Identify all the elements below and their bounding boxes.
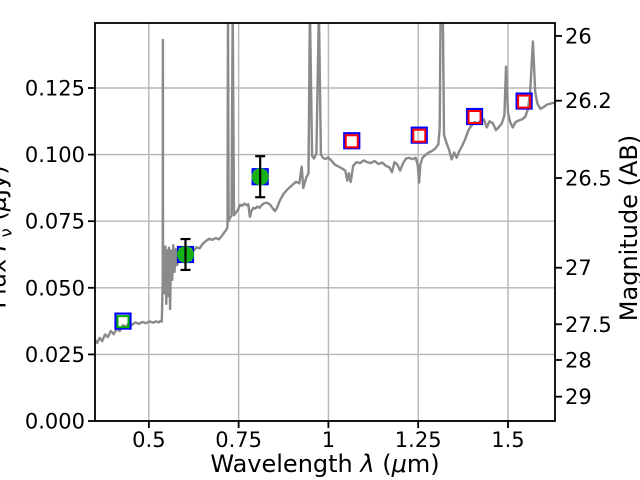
- blue-square-marker: [114, 312, 132, 330]
- y-tick-label-left: 0.100: [25, 143, 85, 167]
- x-tick-label: 1: [322, 428, 335, 452]
- magnitude-tick-label: 26.2: [565, 89, 612, 113]
- x-tick-label: 1.25: [395, 428, 442, 452]
- magnitude-tick-label: 27.5: [565, 313, 612, 337]
- y-tick-label-left: 0.050: [25, 276, 85, 300]
- magnitude-tick-label: 28: [565, 348, 592, 372]
- x-tick-label: 0.5: [132, 428, 165, 452]
- x-tick-label: 0.75: [215, 428, 262, 452]
- y-tick-label-left: 0.025: [25, 343, 85, 367]
- spectrum-line: [95, 23, 555, 345]
- red-square-marker: [467, 110, 482, 125]
- y-axis-title-right: Magnitude (AB): [614, 134, 640, 322]
- red-square-marker: [344, 134, 359, 149]
- magnitude-tick-label: 27: [565, 256, 592, 280]
- magnitude-tick-label: 29: [565, 385, 592, 409]
- y-tick-label-left: 0.075: [25, 210, 85, 234]
- y-tick-label-left: 0.125: [25, 77, 85, 101]
- magnitude-tick-label: 26: [565, 24, 592, 48]
- plot-series-group: [95, 23, 555, 345]
- y-tick-label-left: 0.000: [25, 410, 85, 434]
- green-square-marker: [116, 315, 130, 329]
- x-axis-title: Wavelength λ (μm): [210, 449, 440, 478]
- x-tick-label: 1.5: [491, 428, 524, 452]
- red-square-marker: [517, 94, 532, 109]
- red-square-marker: [412, 128, 427, 143]
- magnitude-tick-label: 26.5: [565, 167, 612, 191]
- y-axis-title-left: Flux Fν (μJy): [0, 165, 15, 309]
